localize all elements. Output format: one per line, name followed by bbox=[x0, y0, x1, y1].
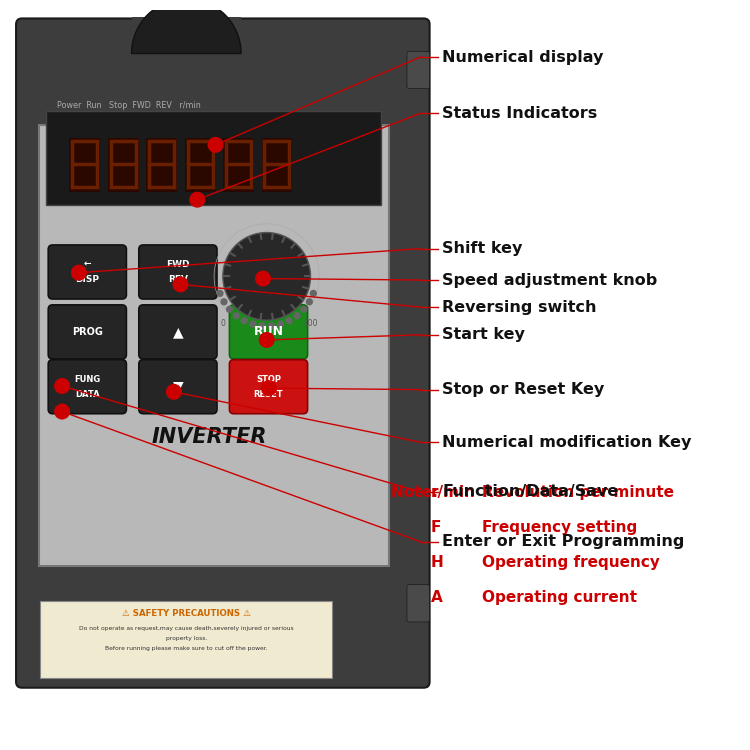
FancyBboxPatch shape bbox=[139, 304, 217, 359]
Circle shape bbox=[209, 137, 223, 152]
Text: 100: 100 bbox=[303, 319, 318, 328]
Circle shape bbox=[294, 313, 300, 319]
Circle shape bbox=[223, 232, 310, 320]
Circle shape bbox=[301, 307, 307, 312]
Text: INVERTER: INVERTER bbox=[152, 427, 268, 447]
Text: A: A bbox=[431, 590, 442, 605]
Text: Numerical display: Numerical display bbox=[442, 50, 604, 64]
FancyBboxPatch shape bbox=[223, 137, 254, 192]
Text: property loss.: property loss. bbox=[166, 635, 207, 640]
Circle shape bbox=[221, 298, 227, 304]
Text: 0: 0 bbox=[220, 319, 225, 328]
Circle shape bbox=[217, 290, 223, 296]
FancyBboxPatch shape bbox=[230, 304, 308, 359]
Text: Status Indicators: Status Indicators bbox=[442, 106, 597, 121]
Text: Note:: Note: bbox=[391, 485, 443, 500]
Text: Enter or Exit Programming: Enter or Exit Programming bbox=[442, 534, 685, 549]
Text: Operating current: Operating current bbox=[482, 590, 638, 605]
Circle shape bbox=[242, 318, 247, 323]
FancyBboxPatch shape bbox=[16, 19, 430, 688]
Text: DATA: DATA bbox=[75, 390, 100, 399]
FancyBboxPatch shape bbox=[230, 360, 308, 414]
Circle shape bbox=[307, 298, 312, 304]
Text: DISP: DISP bbox=[75, 275, 99, 284]
Text: Frequency setting: Frequency setting bbox=[482, 520, 638, 536]
Wedge shape bbox=[131, 0, 241, 53]
FancyBboxPatch shape bbox=[108, 137, 139, 192]
Text: Power  Run   Stop  FWD  REV   r/min: Power Run Stop FWD REV r/min bbox=[57, 100, 201, 109]
Text: REV: REV bbox=[168, 275, 188, 284]
Circle shape bbox=[286, 318, 292, 323]
FancyBboxPatch shape bbox=[139, 245, 217, 299]
FancyBboxPatch shape bbox=[48, 360, 127, 414]
Text: Before running please make sure to cut off the power.: Before running please make sure to cut o… bbox=[105, 646, 268, 652]
Circle shape bbox=[260, 332, 274, 347]
Text: r/min: r/min bbox=[431, 485, 476, 500]
Circle shape bbox=[226, 307, 232, 312]
FancyBboxPatch shape bbox=[407, 51, 430, 88]
Circle shape bbox=[278, 321, 284, 327]
Circle shape bbox=[166, 385, 182, 399]
Text: STOP: STOP bbox=[256, 375, 281, 384]
FancyBboxPatch shape bbox=[407, 585, 430, 622]
Text: Reversing switch: Reversing switch bbox=[442, 299, 596, 314]
Text: Operating frequency: Operating frequency bbox=[482, 555, 660, 570]
Circle shape bbox=[262, 381, 276, 395]
Text: ▼: ▼ bbox=[172, 380, 183, 394]
Text: Revolution per minute: Revolution per minute bbox=[482, 485, 674, 500]
Text: ⚠ SAFETY PRECAUTIONS ⚠: ⚠ SAFETY PRECAUTIONS ⚠ bbox=[122, 610, 250, 619]
Text: Function/Data/Save: Function/Data/Save bbox=[442, 484, 618, 500]
Text: Numerical modification Key: Numerical modification Key bbox=[442, 435, 692, 450]
Text: FWD: FWD bbox=[166, 260, 190, 269]
Circle shape bbox=[55, 404, 70, 418]
Text: H: H bbox=[431, 555, 444, 570]
Circle shape bbox=[173, 277, 188, 292]
Circle shape bbox=[233, 313, 239, 319]
FancyBboxPatch shape bbox=[39, 125, 388, 566]
FancyBboxPatch shape bbox=[184, 137, 215, 192]
FancyBboxPatch shape bbox=[139, 360, 217, 414]
Text: Do not operate as request,may cause death,severely injured or serious: Do not operate as request,may cause deat… bbox=[79, 626, 293, 631]
FancyBboxPatch shape bbox=[48, 245, 127, 299]
Text: RUN: RUN bbox=[254, 326, 284, 338]
FancyBboxPatch shape bbox=[40, 602, 332, 678]
Text: PROG: PROG bbox=[72, 327, 103, 337]
Circle shape bbox=[268, 323, 274, 328]
Text: Speed adjustment knob: Speed adjustment knob bbox=[442, 272, 657, 287]
Circle shape bbox=[256, 272, 270, 286]
FancyBboxPatch shape bbox=[46, 110, 382, 205]
Circle shape bbox=[310, 290, 316, 296]
Text: ←: ← bbox=[83, 260, 91, 269]
Circle shape bbox=[55, 379, 70, 393]
Text: F: F bbox=[431, 520, 442, 536]
Text: FUNG: FUNG bbox=[74, 375, 100, 384]
Text: RESET: RESET bbox=[254, 390, 284, 399]
FancyBboxPatch shape bbox=[48, 304, 127, 359]
Circle shape bbox=[190, 192, 205, 207]
FancyBboxPatch shape bbox=[146, 137, 177, 192]
Text: Stop or Reset Key: Stop or Reset Key bbox=[442, 382, 604, 397]
Circle shape bbox=[250, 321, 256, 327]
FancyBboxPatch shape bbox=[131, 17, 241, 61]
FancyBboxPatch shape bbox=[70, 137, 100, 192]
Text: Start key: Start key bbox=[442, 327, 525, 342]
FancyBboxPatch shape bbox=[262, 137, 292, 192]
Text: Shift key: Shift key bbox=[442, 241, 523, 256]
Circle shape bbox=[259, 323, 265, 328]
Circle shape bbox=[71, 266, 86, 280]
Text: ▲: ▲ bbox=[172, 325, 183, 339]
